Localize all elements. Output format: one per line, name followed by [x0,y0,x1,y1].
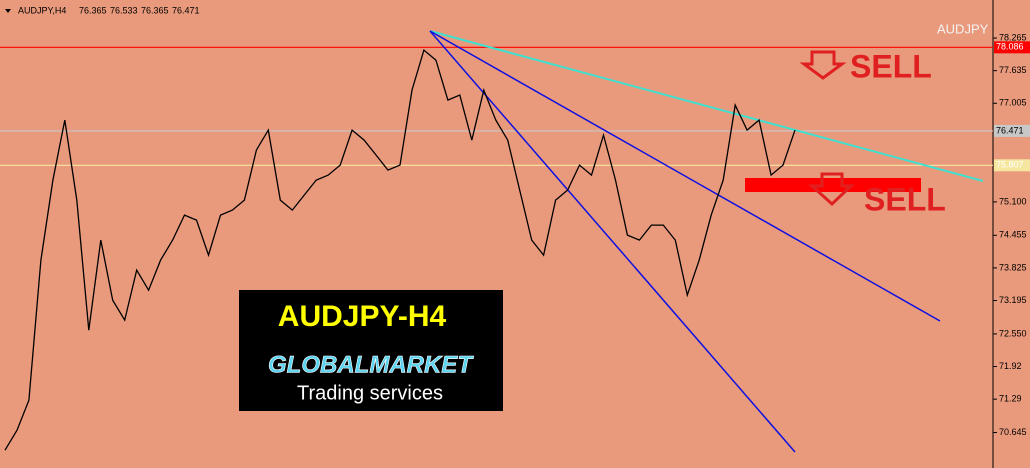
logo-brand: GLOBALMARKET [268,351,474,378]
trend-lines [429,30,984,453]
symbol: AUDJPY,H4 [18,5,66,15]
price-label: 75.807 [996,160,1024,170]
low: 76.365 [141,5,169,15]
price-tag [994,159,1030,172]
sell-label: SELL [864,181,946,217]
y-tick-label: 73.195 [999,295,1027,305]
price-tag [994,41,1030,54]
y-tick-label: 75.100 [999,196,1027,206]
open: 76.365 [79,5,107,15]
price-tag [994,124,1030,137]
header: AUDJPY,H4 76.365 76.533 76.365 76.471 [5,5,200,15]
menu-icon [5,9,11,13]
y-tick-label: 70.645 [999,427,1027,437]
y-tick-label: 77.005 [999,98,1027,108]
trend-line [429,30,796,453]
logo-box [239,290,503,411]
watermark: AUDJPY [937,21,989,36]
y-tick-label: 73.825 [999,262,1027,272]
price-label: 78.086 [996,42,1024,52]
y-tick-label: 74.455 [999,230,1027,240]
trend-line [429,30,984,182]
y-tick-label: 77.635 [999,65,1027,75]
logo-sub: Trading services [297,382,443,404]
close: 76.471 [172,5,200,15]
sell-label: SELL [850,48,932,84]
y-tick-label: 78.265 [999,32,1027,42]
sell-arrow [808,172,855,207]
high: 76.533 [110,5,138,15]
y-tick-label: 71.29 [999,394,1022,404]
trend-line [429,30,941,322]
y-tick-label: 71.92 [999,361,1022,371]
price-line-series [4,48,796,451]
price-label: 76.471 [996,125,1024,135]
sell-arrow [799,50,847,80]
logo-title: AUDJPY-H4 [278,300,447,333]
y-tick-label: 72.550 [999,328,1027,338]
zone [745,178,921,192]
logo: AUDJPY-H4 GLOBALMARKET Trading services [239,290,503,411]
